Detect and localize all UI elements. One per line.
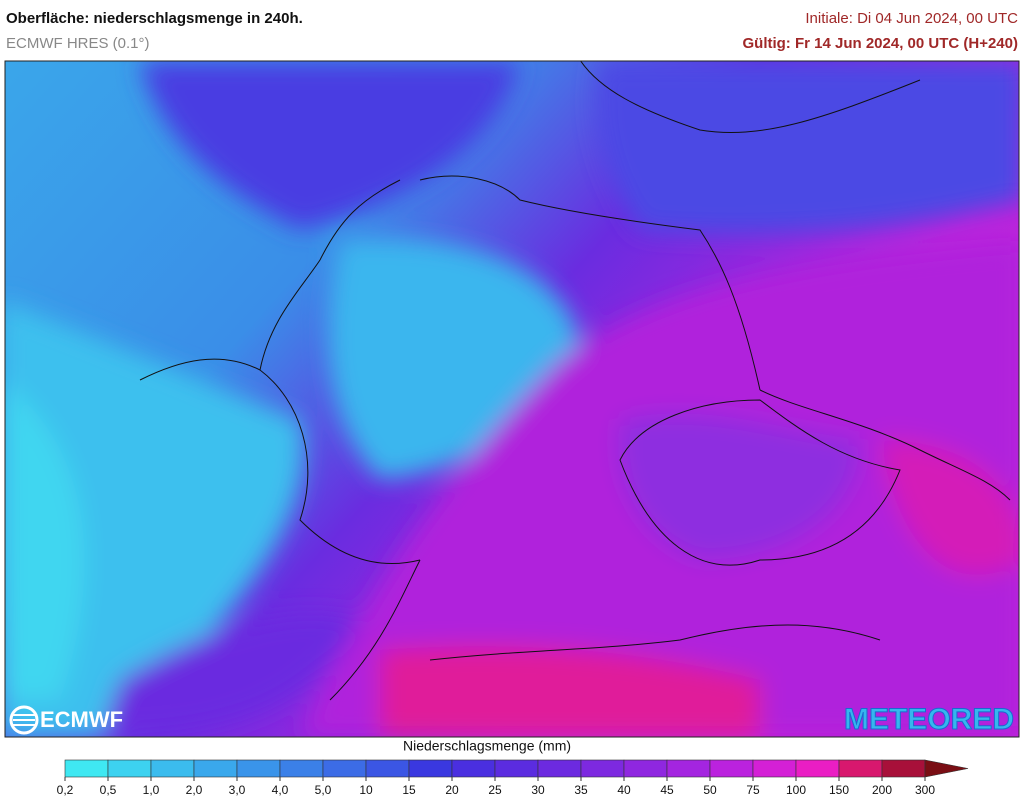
legend-label: 75 (746, 783, 760, 797)
legend-swatch (236, 759, 281, 778)
legend-label: 3,0 (229, 783, 246, 797)
right-logo-text: METEORED (844, 703, 1014, 736)
map-title: Oberfläche: niederschlagsmenge in 240h. (6, 10, 303, 27)
legend-arrow (924, 759, 969, 778)
precipitation-map (5, 61, 1019, 737)
legend-swatch (408, 759, 453, 778)
legend-label: 40 (617, 783, 631, 797)
ecmwf-logo: ECMWF (9, 705, 123, 735)
legend-swatch (494, 759, 539, 778)
legend-label: 4,0 (272, 783, 289, 797)
legend-label: 200 (872, 783, 892, 797)
legend-swatch (623, 759, 668, 778)
legend-label: 100 (786, 783, 806, 797)
legend-label: 30 (531, 783, 545, 797)
legend-swatch (709, 759, 754, 778)
model-name: ECMWF HRES (0.1°) (6, 35, 150, 52)
country-borders (139, 61, 1011, 701)
legend-label: 10 (359, 783, 373, 797)
precipitation-fields (5, 61, 1019, 737)
legend-swatch (795, 759, 840, 778)
legend-swatch (193, 759, 238, 778)
legend-swatch (107, 759, 152, 778)
legend-swatch (752, 759, 797, 778)
legend-label: 45 (660, 783, 674, 797)
legend-label: 0,5 (100, 783, 117, 797)
legend-swatch (150, 759, 195, 778)
legend-swatch (838, 759, 883, 778)
legend-swatch (64, 759, 109, 778)
legend-swatch (322, 759, 367, 778)
legend-label: 300 (915, 783, 935, 797)
legend-label: 25 (488, 783, 502, 797)
legend-swatch (451, 759, 496, 778)
legend-swatch (580, 759, 625, 778)
legend-swatch (279, 759, 324, 778)
left-logo-text: ECMWF (40, 707, 123, 732)
legend-label: 50 (703, 783, 717, 797)
legend-label: 2,0 (186, 783, 203, 797)
legend-swatch (537, 759, 582, 778)
legend-swatch (881, 759, 926, 778)
valid-time: Gültig: Fr 14 Jun 2024, 00 UTC (H+240) (742, 35, 1018, 52)
initial-time: Initiale: Di 04 Jun 2024, 00 UTC (805, 10, 1018, 27)
legend-label: 5,0 (315, 783, 332, 797)
legend-label: 0,2 (57, 783, 74, 797)
legend-label: 20 (445, 783, 459, 797)
legend-label: 150 (829, 783, 849, 797)
color-legend: 0,2 0,5 1,0 2,0 3,0 4,0 5,0 10 15 20 25 30 35 40 45 50 7… (57, 759, 969, 797)
legend-label: 35 (574, 783, 588, 797)
legend-label: 15 (402, 783, 416, 797)
map-frame (4, 60, 1020, 738)
legend-label: 1,0 (143, 783, 160, 797)
legend-swatch (666, 759, 711, 778)
legend-swatch (365, 759, 410, 778)
legend-title: Niederschlagsmenge (mm) (403, 738, 571, 754)
